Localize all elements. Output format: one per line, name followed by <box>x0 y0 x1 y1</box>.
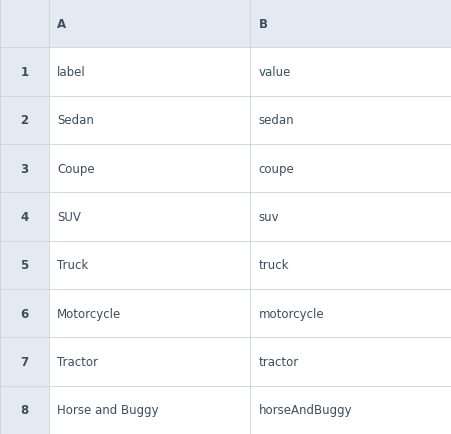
Bar <box>250 338 451 386</box>
Text: coupe: coupe <box>258 162 294 175</box>
Text: truck: truck <box>258 259 288 272</box>
Bar <box>49 48 250 96</box>
Text: label: label <box>57 66 86 79</box>
Text: 4: 4 <box>20 210 28 224</box>
Bar <box>0 96 49 145</box>
Bar <box>0 241 49 289</box>
Bar <box>250 96 451 145</box>
Text: Truck: Truck <box>57 259 88 272</box>
Bar <box>0 0 49 48</box>
Bar <box>250 145 451 193</box>
Bar <box>49 338 250 386</box>
Text: Horse and Buggy: Horse and Buggy <box>57 404 158 416</box>
Text: 7: 7 <box>20 355 28 368</box>
Text: motorcycle: motorcycle <box>258 307 323 320</box>
Text: 8: 8 <box>20 404 28 416</box>
Bar <box>49 96 250 145</box>
Text: sedan: sedan <box>258 114 294 127</box>
Text: 5: 5 <box>20 259 28 272</box>
Text: SUV: SUV <box>57 210 81 224</box>
Text: 2: 2 <box>20 114 28 127</box>
Bar <box>0 386 49 434</box>
Text: suv: suv <box>258 210 279 224</box>
Bar <box>49 145 250 193</box>
Text: A: A <box>57 18 66 30</box>
Text: Sedan: Sedan <box>57 114 94 127</box>
Text: value: value <box>258 66 290 79</box>
Bar <box>49 241 250 289</box>
Text: horseAndBuggy: horseAndBuggy <box>258 404 351 416</box>
Bar <box>250 0 451 48</box>
Bar <box>0 289 49 338</box>
Text: Motorcycle: Motorcycle <box>57 307 121 320</box>
Bar <box>49 0 250 48</box>
Text: tractor: tractor <box>258 355 298 368</box>
Text: Coupe: Coupe <box>57 162 94 175</box>
Bar <box>250 289 451 338</box>
Bar <box>250 193 451 241</box>
Text: Tractor: Tractor <box>57 355 98 368</box>
Bar <box>0 48 49 96</box>
Bar <box>0 193 49 241</box>
Bar <box>49 289 250 338</box>
Bar <box>250 386 451 434</box>
Bar <box>0 338 49 386</box>
Bar <box>250 241 451 289</box>
Bar <box>250 48 451 96</box>
Bar <box>49 386 250 434</box>
Text: B: B <box>258 18 267 30</box>
Bar <box>0 145 49 193</box>
Bar <box>49 193 250 241</box>
Text: 6: 6 <box>20 307 28 320</box>
Text: 1: 1 <box>20 66 28 79</box>
Text: 3: 3 <box>20 162 28 175</box>
